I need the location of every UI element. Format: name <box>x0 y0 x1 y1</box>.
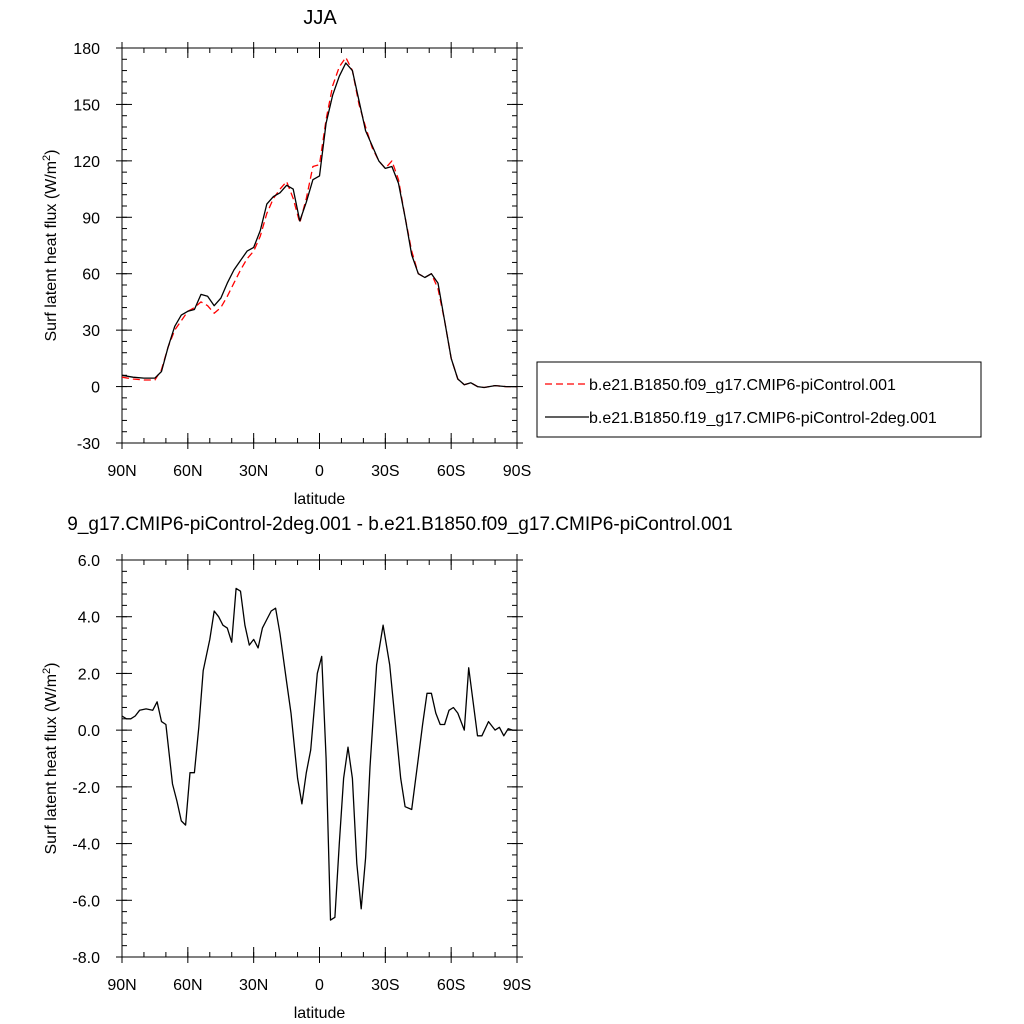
y-tick-label: 4.0 <box>78 610 100 627</box>
legend: b.e21.B1850.f09_g17.CMIP6-piControl.001b… <box>536 361 982 438</box>
legend-label-1: b.e21.B1850.f09_g17.CMIP6-piControl.001 <box>589 377 896 394</box>
x-tick-label: 90N <box>107 463 136 480</box>
chart-title: 9_g17.CMIP6-piControl-2deg.001 - b.e21.B… <box>67 514 732 535</box>
x-tick-label: 60N <box>173 463 202 480</box>
y-tick-label: -8.0 <box>72 950 100 967</box>
x-tick-label: 60N <box>173 977 202 994</box>
y-tick-label: -4.0 <box>72 837 100 854</box>
x-tick-label: 30N <box>239 977 268 994</box>
series-line-2 <box>121 62 517 389</box>
x-tick-label: 0 <box>315 977 324 994</box>
x-tick-label: 90S <box>503 977 531 994</box>
y-tick-label: 60 <box>82 267 100 284</box>
y-tick-label: 150 <box>73 97 100 114</box>
y-axis-label: Surf latent heat flux (W/m2) <box>41 663 60 855</box>
x-tick-label: 30S <box>371 977 399 994</box>
y-tick-label: 0 <box>91 380 100 397</box>
x-tick-label: 30S <box>371 463 399 480</box>
y-tick-label: 2.0 <box>78 666 100 683</box>
x-tick-label: 90N <box>107 977 136 994</box>
y-axis-label: Surf latent heat flux (W/m2) <box>41 150 60 342</box>
y-tick-label: -2.0 <box>72 780 100 797</box>
legend-label-2: b.e21.B1850.f19_g17.CMIP6-piControl-2deg… <box>589 410 937 427</box>
y-tick-label: 120 <box>73 154 100 171</box>
chart-title: JJA <box>303 7 337 29</box>
series-line-1 <box>121 587 517 921</box>
chart-panel-2: 9_g17.CMIP6-piControl-2deg.001 - b.e21.B… <box>41 514 733 1022</box>
y-tick-label: 90 <box>82 210 100 227</box>
x-tick-label: 30N <box>239 463 268 480</box>
plot-frame <box>121 559 518 958</box>
x-tick-label: 90S <box>503 463 531 480</box>
plot-frame <box>121 47 518 444</box>
x-tick-label: 60S <box>437 463 465 480</box>
legend-box <box>536 361 982 438</box>
x-tick-label: 0 <box>315 463 324 480</box>
x-axis-label: latitude <box>294 1005 346 1022</box>
y-tick-label: 180 <box>73 41 100 58</box>
x-axis-label: latitude <box>294 491 346 508</box>
series-line-1 <box>121 56 517 389</box>
x-tick-label: 60S <box>437 977 465 994</box>
y-tick-label: 0.0 <box>78 723 100 740</box>
y-tick-label: 30 <box>82 323 100 340</box>
y-tick-label: -30 <box>77 436 100 453</box>
chart-panel-1: JJA -30 0 30 60 90 120 150 180 90N 60N 30N 0 30S 60S 90… <box>41 7 982 508</box>
y-tick-label: 6.0 <box>78 553 100 570</box>
y-tick-label: -6.0 <box>72 893 100 910</box>
